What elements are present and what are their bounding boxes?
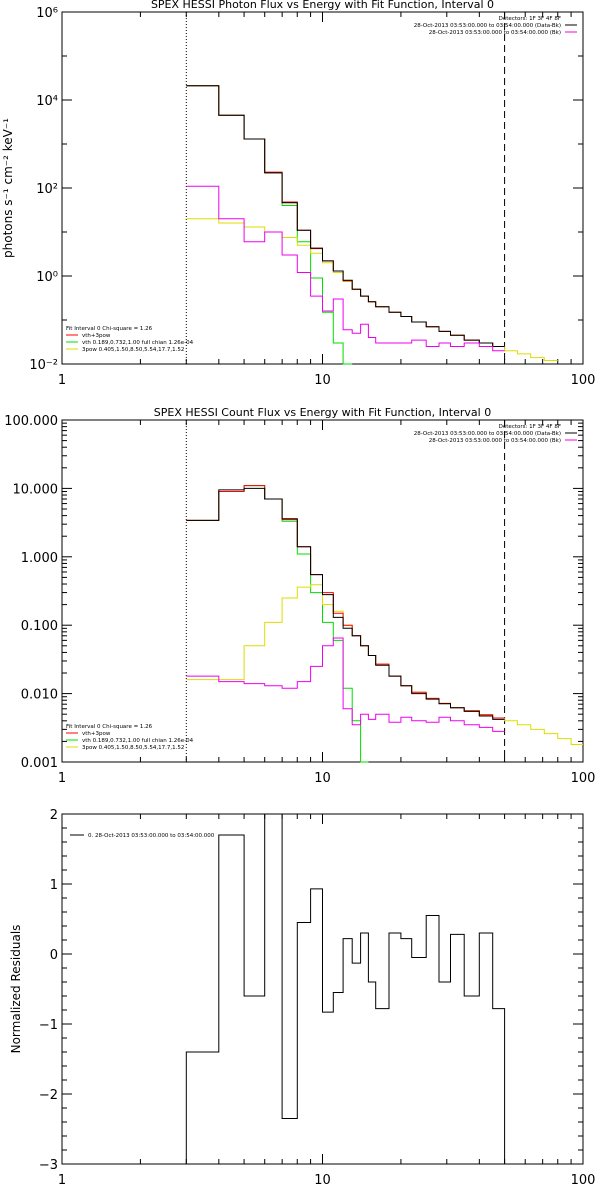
chart0: SPEX HESSI Photon Flux vs Energy with Fi… bbox=[1, 0, 595, 388]
chart2: Normalized Residuals 1 10 100 −3 −2 −1 0 1 2 0. 28… bbox=[9, 808, 595, 1188]
legend-entry-label: 28-Oct-2013 03:53:00.000 to 03:54:00.000… bbox=[414, 23, 561, 29]
y-tick-label: 0 bbox=[50, 948, 58, 963]
x-tick-label: 1 bbox=[58, 771, 66, 786]
y-tick-label: 10⁻² bbox=[29, 358, 58, 373]
y-tick-label: −2 bbox=[39, 1088, 58, 1103]
legend-entry-label: vth+3pow bbox=[82, 731, 111, 737]
series-bk bbox=[186, 185, 505, 352]
x-tick-label: 10 bbox=[314, 1173, 331, 1188]
legend-entry-label: 28-Oct-2013 03:53:00.000 to 03:54:00.000… bbox=[429, 438, 561, 444]
series-data-bk bbox=[186, 85, 505, 347]
legend-detectors: Detectors: 1F 3F 4F 8F bbox=[499, 424, 561, 430]
y-tick-label: 0.010 bbox=[21, 688, 58, 703]
y-axis-label: Normalized Residuals bbox=[9, 925, 23, 1054]
legend-entry-label: 3pow 0.405,1.50,8.50,5.54,17.7,1.52 bbox=[82, 347, 184, 353]
y-tick-label: 10⁶ bbox=[36, 6, 58, 21]
series-vth bbox=[186, 85, 353, 365]
y-tick-label: 10² bbox=[36, 182, 58, 197]
legend-entry-label: 3pow 0.405,1.50,8.50,5.54,17.7,1.52 bbox=[82, 745, 184, 751]
series-bk bbox=[186, 637, 505, 732]
y-tick-label: 10⁰ bbox=[36, 270, 58, 285]
chart-title: SPEX HESSI Photon Flux vs Energy with Fi… bbox=[151, 0, 494, 11]
series-0-28-oct-2013-03-53-00-000-to-03-54-00-000 bbox=[185, 813, 506, 1164]
x-tick-label: 100 bbox=[571, 771, 596, 786]
x-tick-label: 1 bbox=[58, 1173, 66, 1188]
y-tick-label: 0.100 bbox=[21, 619, 58, 634]
y-tick-label: 10⁴ bbox=[36, 94, 58, 109]
series-vth-3pow bbox=[186, 485, 505, 719]
series-vth-3pow bbox=[186, 85, 505, 347]
x-tick-label: 100 bbox=[571, 373, 596, 388]
y-axis-label: photons s⁻¹ cm⁻² keV⁻¹ bbox=[1, 118, 15, 258]
series-3pow bbox=[186, 218, 558, 361]
y-tick-label: 1 bbox=[50, 878, 58, 893]
y-tick-label: −1 bbox=[39, 1018, 58, 1033]
legend-entry-label: 28-Oct-2013 03:53:00.000 to 03:54:00.000… bbox=[414, 431, 561, 437]
legend-entry-label: 28-Oct-2013 03:53:00.000 to 03:54:00.000… bbox=[429, 30, 561, 36]
series-data-bk bbox=[186, 487, 505, 720]
series-vth bbox=[186, 485, 369, 763]
x-tick-label: 10 bbox=[314, 373, 331, 388]
series-3pow bbox=[186, 584, 583, 745]
legend-entry-label: vth+3pow bbox=[82, 333, 111, 339]
legend-entry-label: vth 0.189,0.732,1.00 full chian 1.26e-04 bbox=[82, 738, 194, 744]
y-tick-label: 1.000 bbox=[21, 551, 58, 566]
y-tick-label: −3 bbox=[39, 1158, 58, 1173]
y-tick-label: 10.000 bbox=[13, 482, 59, 497]
y-tick-label: 0.001 bbox=[21, 756, 58, 771]
legend-fit-header: Fit Interval 0 Chi-square = 1.26 bbox=[66, 724, 153, 730]
x-tick-label: 100 bbox=[571, 1173, 596, 1188]
chart-title: SPEX HESSI Count Flux vs Energy with Fit… bbox=[154, 406, 491, 419]
chart1: SPEX HESSI Count Flux vs Energy with Fit… bbox=[4, 406, 595, 786]
legend-fit-header: Fit Interval 0 Chi-square = 1.26 bbox=[66, 326, 153, 332]
x-tick-label: 10 bbox=[314, 771, 331, 786]
y-tick-label: 100.000 bbox=[4, 414, 58, 429]
legend-entry-label: vth 0.189,0.732,1.00 full chian 1.26e-04 bbox=[82, 340, 194, 346]
y-tick-label: 2 bbox=[50, 808, 58, 823]
x-tick-label: 1 bbox=[58, 373, 66, 388]
legend-entry-label: 0. 28-Oct-2013 03:53:00.000 to 03:54:00.… bbox=[88, 833, 215, 839]
legend-detectors: Detectors: 1F 3F 4F 8F bbox=[499, 16, 561, 22]
